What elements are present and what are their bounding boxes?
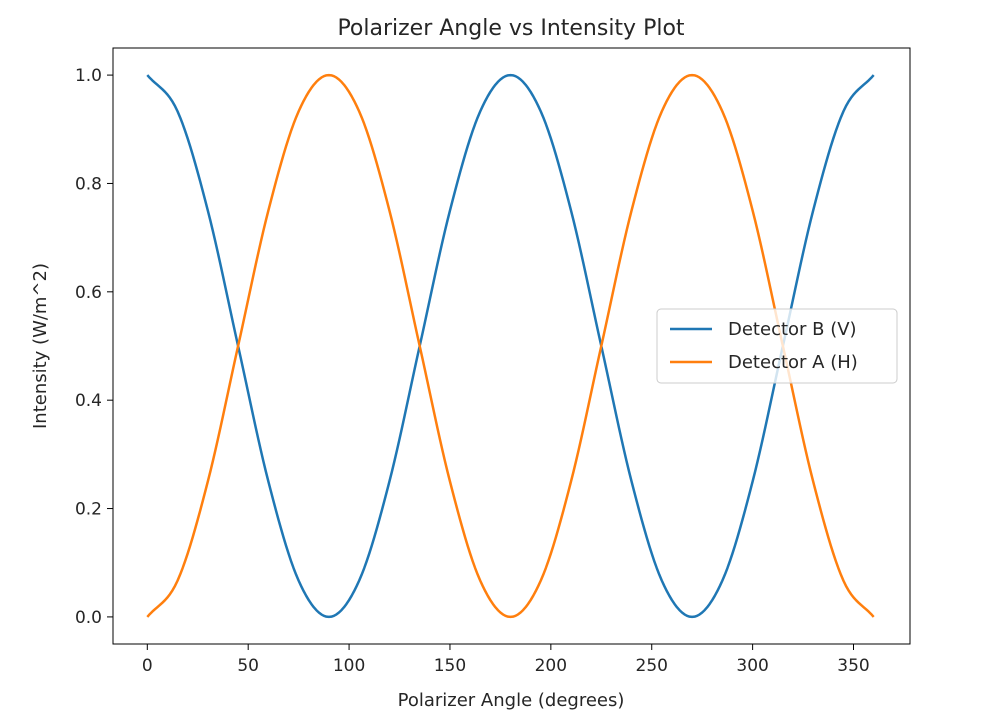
legend-label-detector-a: Detector A (H)	[728, 352, 858, 373]
y-axis-label: Intensity (W/m^2)	[30, 263, 51, 429]
x-axis-ticks: 0 50 100 150 200 250 300 350	[142, 644, 870, 676]
x-tick-label: 50	[237, 656, 259, 676]
axes-frame	[112, 47, 911, 645]
y-axis-ticks: 0.0 0.2 0.4 0.6 0.8 1.0	[75, 66, 113, 628]
x-tick-label: 300	[736, 656, 768, 676]
x-tick-label: 150	[434, 656, 466, 676]
chart-title: Polarizer Angle vs Intensity Plot	[337, 16, 684, 41]
series-line-detector-b	[146, 73, 875, 619]
y-tick-label: 0.4	[75, 391, 102, 411]
x-tick-label: 0	[142, 656, 153, 676]
x-tick-label: 100	[333, 656, 365, 676]
series-line-detector-a	[146, 73, 875, 619]
y-tick-label: 0.6	[75, 283, 102, 303]
x-tick-label: 200	[535, 656, 567, 676]
y-tick-label: 1.0	[75, 66, 102, 86]
y-tick-label: 0.0	[75, 608, 102, 628]
x-axis-label: Polarizer Angle (degrees)	[398, 690, 625, 711]
x-tick-label: 250	[636, 656, 668, 676]
legend-box	[656, 308, 898, 384]
series-layer	[146, 73, 875, 619]
plot-area: 0 50 100 150 200 250 300 350 0.0 0.2 0.4 0.6 0.8 1.0	[75, 47, 911, 676]
y-tick-label: 0.8	[75, 174, 102, 194]
x-tick-label: 350	[837, 656, 869, 676]
y-tick-label: 0.2	[75, 500, 102, 520]
legend: Detector B (V) Detector A (H)	[656, 308, 898, 384]
legend-label-detector-b: Detector B (V)	[728, 319, 857, 340]
